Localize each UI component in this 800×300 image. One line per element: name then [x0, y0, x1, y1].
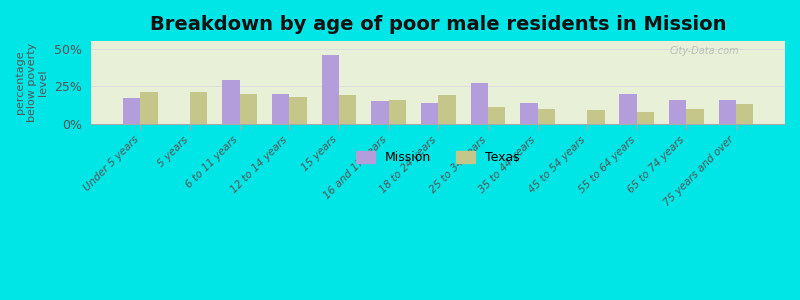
Bar	[290, 97, 306, 124]
Bar	[240, 94, 257, 124]
Bar	[140, 92, 158, 124]
Bar	[421, 103, 438, 124]
Bar	[538, 109, 555, 124]
Bar	[389, 100, 406, 124]
Bar	[488, 107, 506, 124]
Bar	[520, 103, 538, 124]
Bar	[470, 83, 488, 124]
Bar	[718, 100, 736, 124]
Bar	[438, 95, 456, 124]
Bar	[322, 55, 339, 124]
Bar	[371, 101, 389, 124]
Bar	[339, 95, 356, 124]
Legend: Mission, Texas: Mission, Texas	[351, 146, 525, 169]
Bar	[190, 92, 207, 124]
Bar	[669, 100, 686, 124]
Bar	[619, 94, 637, 124]
Bar	[123, 98, 140, 124]
Bar	[587, 110, 605, 124]
Bar	[272, 94, 290, 124]
Text: City-Data.com: City-Data.com	[669, 46, 739, 56]
Bar	[222, 80, 240, 124]
Bar	[686, 109, 704, 124]
Y-axis label: percentage
below poverty
level: percentage below poverty level	[15, 43, 48, 122]
Title: Breakdown by age of poor male residents in Mission: Breakdown by age of poor male residents …	[150, 15, 726, 34]
Bar	[637, 112, 654, 124]
Bar	[736, 104, 754, 124]
